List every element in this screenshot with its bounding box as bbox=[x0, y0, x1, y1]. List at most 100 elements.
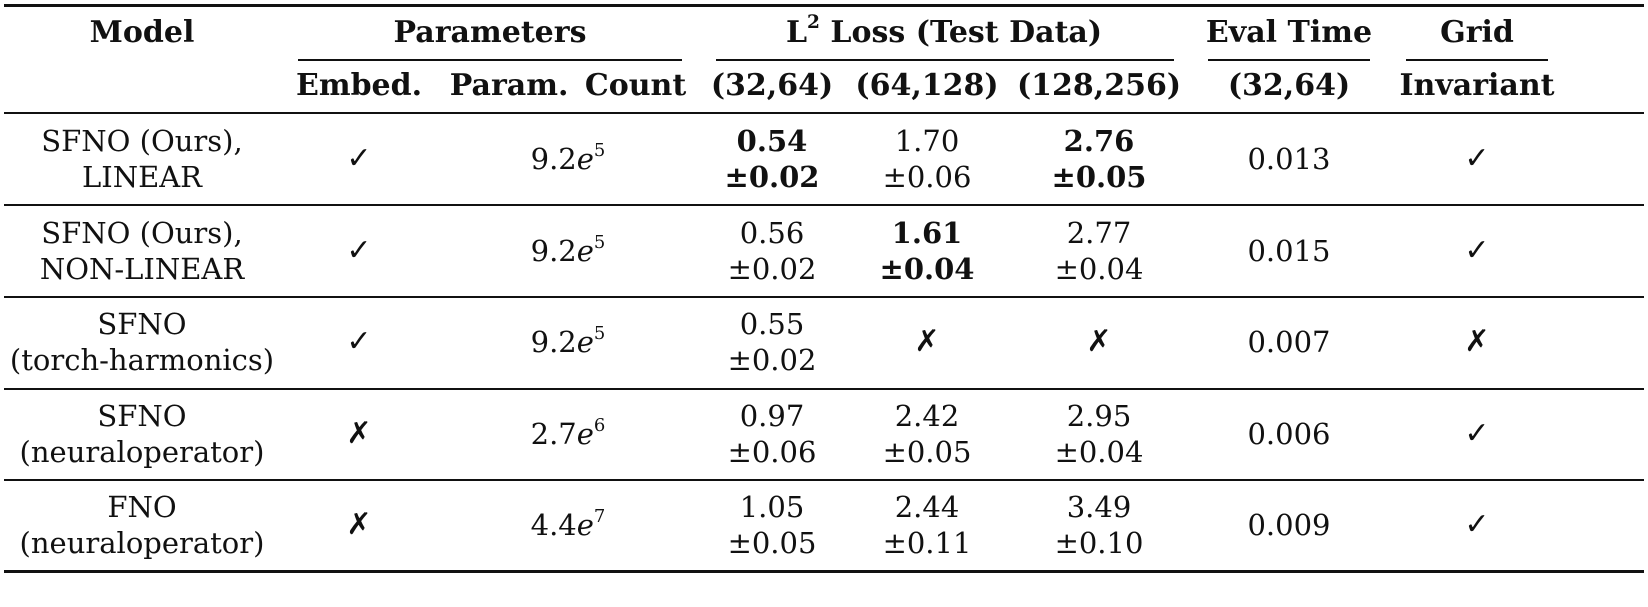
eval-time-value: 0.006 bbox=[1247, 417, 1331, 451]
loss-mean: 0.97 bbox=[739, 399, 805, 433]
param-count: 2.7e6 bbox=[531, 415, 606, 453]
param-mantissa: 9.2 bbox=[530, 234, 577, 268]
param-exponent: 5 bbox=[593, 231, 606, 253]
param-base: e bbox=[576, 234, 594, 268]
embed-cross-icon: ✗ bbox=[346, 416, 372, 451]
header-res-64-128: (64,128) bbox=[855, 68, 999, 103]
loss-mean: 1.05 bbox=[739, 490, 805, 524]
model-name-line2: NON-LINEAR bbox=[39, 252, 245, 286]
loss-cross-icon: ✗ bbox=[914, 324, 940, 359]
param-count: 9.2e5 bbox=[531, 232, 606, 270]
model-name-line2: (torch-harmonics) bbox=[9, 343, 275, 377]
loss-std: ±0.02 bbox=[727, 343, 817, 377]
param-exponent: 7 bbox=[593, 505, 606, 527]
bottom-rule bbox=[4, 570, 1644, 573]
row-rule-3 bbox=[4, 388, 1644, 390]
loss-sup: 2 bbox=[807, 12, 820, 34]
model-name-line1: SFNO (Ours), bbox=[41, 124, 243, 158]
param-mantissa: 9.2 bbox=[530, 325, 577, 359]
loss-std: ±0.04 bbox=[1054, 435, 1144, 469]
grid-check-icon: ✓ bbox=[1464, 507, 1490, 542]
param-base: e bbox=[576, 417, 594, 451]
model-name-line1: SFNO bbox=[97, 399, 187, 433]
loss-mean: 1.70 bbox=[894, 124, 960, 158]
param-mantissa: 2.7 bbox=[530, 417, 577, 451]
top-rule bbox=[4, 4, 1644, 7]
eval-time-value: 0.007 bbox=[1247, 325, 1331, 359]
cmidrule-parameters bbox=[298, 59, 682, 61]
param-base: e bbox=[576, 142, 594, 176]
param-mantissa: 4.4 bbox=[530, 508, 577, 542]
model-name-line2: LINEAR bbox=[81, 160, 203, 194]
header-eval-res: (32,64) bbox=[1227, 68, 1351, 103]
loss-rest: Loss (Test Data) bbox=[819, 15, 1103, 50]
grid-check-icon: ✓ bbox=[1464, 416, 1490, 451]
loss-std: ±0.02 bbox=[727, 252, 817, 286]
cmidrule-grid bbox=[1406, 59, 1548, 61]
loss-std: ±0.06 bbox=[727, 435, 817, 469]
loss-mean: 2.44 bbox=[894, 490, 960, 524]
embed-cross-icon: ✗ bbox=[346, 507, 372, 542]
header-eval-time: Eval Time bbox=[1205, 15, 1373, 50]
header-rule bbox=[4, 112, 1644, 114]
loss-mean: 2.95 bbox=[1066, 399, 1132, 433]
header-embed: Embed. bbox=[295, 68, 423, 103]
loss-mean: 0.56 bbox=[739, 216, 805, 250]
header-param-count: Param. Count bbox=[449, 68, 687, 103]
row-rule-2 bbox=[4, 296, 1644, 298]
grid-cross-icon: ✗ bbox=[1464, 324, 1490, 359]
header-invariant: Invariant bbox=[1399, 68, 1555, 103]
cmidrule-loss bbox=[716, 59, 1174, 61]
param-count: 9.2e5 bbox=[531, 140, 606, 178]
loss-mean: 2.76 bbox=[1063, 124, 1135, 158]
loss-mean: 0.54 bbox=[736, 124, 808, 158]
header-model: Model bbox=[89, 15, 195, 50]
model-name-line1: FNO bbox=[107, 490, 177, 524]
grid-check-icon: ✓ bbox=[1464, 233, 1490, 268]
loss-std: ±0.02 bbox=[724, 160, 820, 194]
header-parameters: Parameters bbox=[393, 15, 587, 50]
grid-check-icon: ✓ bbox=[1464, 141, 1490, 176]
embed-check-icon: ✓ bbox=[346, 141, 372, 176]
param-exponent: 5 bbox=[593, 322, 606, 344]
loss-cross-icon: ✗ bbox=[1086, 324, 1112, 359]
loss-mean: 0.55 bbox=[739, 307, 805, 341]
eval-time-value: 0.015 bbox=[1247, 234, 1331, 268]
param-mantissa: 9.2 bbox=[530, 142, 577, 176]
embed-check-icon: ✓ bbox=[346, 324, 372, 359]
loss-std: ±0.10 bbox=[1054, 526, 1144, 560]
loss-l: L bbox=[785, 15, 808, 50]
param-base: e bbox=[576, 325, 594, 359]
header-res-128-256: (128,256) bbox=[1016, 68, 1182, 103]
loss-std: ±0.05 bbox=[727, 526, 817, 560]
eval-time-value: 0.013 bbox=[1247, 142, 1331, 176]
param-base: e bbox=[576, 508, 594, 542]
param-count: 4.4e7 bbox=[531, 506, 606, 544]
model-name-line2: (neuraloperator) bbox=[19, 435, 265, 469]
param-count: 9.2e5 bbox=[531, 323, 606, 361]
loss-std: ±0.04 bbox=[879, 252, 975, 286]
param-exponent: 5 bbox=[593, 139, 606, 161]
row-rule-1 bbox=[4, 204, 1644, 206]
eval-time-value: 0.009 bbox=[1247, 508, 1331, 542]
loss-std: ±0.06 bbox=[882, 160, 972, 194]
row-rule-4 bbox=[4, 479, 1644, 481]
loss-std: ±0.05 bbox=[882, 435, 972, 469]
loss-mean: 1.61 bbox=[891, 216, 963, 250]
loss-mean: 2.77 bbox=[1066, 216, 1132, 250]
header-loss: L2 Loss (Test Data) bbox=[785, 12, 1103, 51]
loss-mean: 2.42 bbox=[894, 399, 960, 433]
loss-mean: 3.49 bbox=[1066, 490, 1132, 524]
embed-check-icon: ✓ bbox=[346, 233, 372, 268]
header-res-32-64: (32,64) bbox=[710, 68, 834, 103]
model-name-line1: SFNO bbox=[97, 307, 187, 341]
param-exponent: 6 bbox=[593, 414, 606, 436]
loss-std: ±0.04 bbox=[1054, 252, 1144, 286]
model-name-line2: (neuraloperator) bbox=[19, 526, 265, 560]
header-grid: Grid bbox=[1440, 15, 1514, 50]
cmidrule-eval-time bbox=[1208, 59, 1370, 61]
model-name-line1: SFNO (Ours), bbox=[41, 216, 243, 250]
loss-std: ±0.11 bbox=[882, 526, 972, 560]
loss-std: ±0.05 bbox=[1051, 160, 1147, 194]
